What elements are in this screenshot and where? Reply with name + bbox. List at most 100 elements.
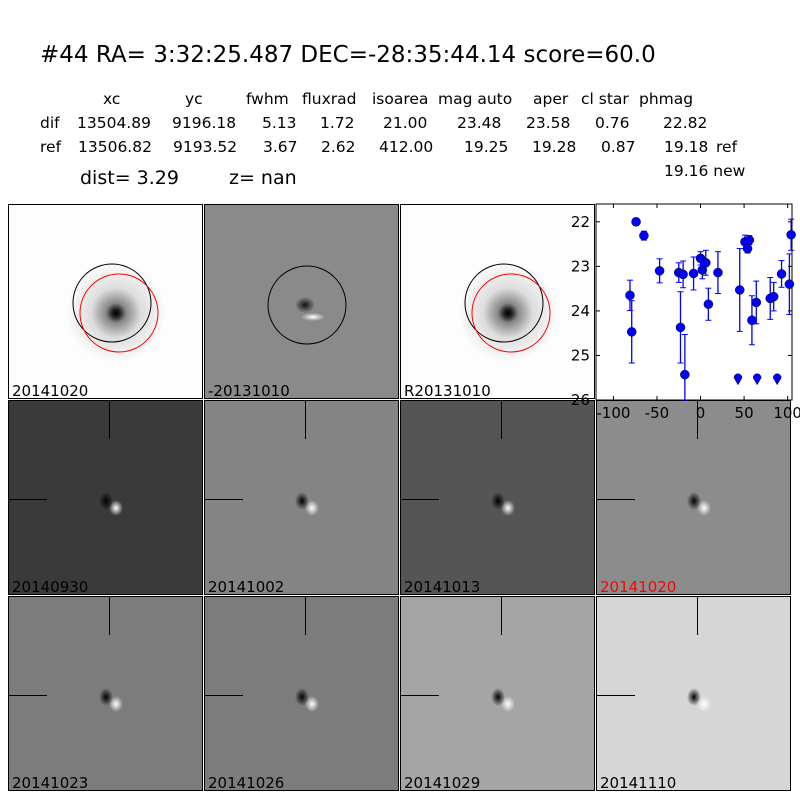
data-point bbox=[688, 268, 699, 279]
crosshair-tick bbox=[109, 597, 110, 635]
diff-image bbox=[205, 401, 398, 594]
col-yc: yc bbox=[185, 90, 203, 108]
stamp-date-label: 20141023 bbox=[12, 774, 89, 791]
stamp-date-label: 20141026 bbox=[208, 774, 285, 791]
crosshair-tick bbox=[305, 401, 306, 439]
stamp-5: 20141013 bbox=[400, 400, 595, 595]
x-tick-label: 50 bbox=[735, 404, 754, 422]
diff-image bbox=[597, 597, 790, 790]
data-point bbox=[786, 229, 796, 240]
cell: 19.28 bbox=[532, 138, 577, 156]
data-point bbox=[678, 269, 688, 280]
x-tick-label: 0 bbox=[696, 404, 706, 422]
crosshair-tick bbox=[597, 695, 635, 696]
crosshair-tick bbox=[305, 597, 306, 635]
star-image bbox=[9, 205, 202, 398]
diff-image bbox=[205, 597, 398, 790]
stamp-date-label: 20140930 bbox=[12, 578, 89, 595]
data-point bbox=[680, 369, 690, 380]
cell: 9196.18 bbox=[172, 114, 237, 132]
col-phmag: phmag bbox=[639, 90, 694, 108]
stamp-9: 20141029 bbox=[400, 596, 595, 791]
light-curve-plot: -100 -50 0 50 100 22 23 24 25 26 bbox=[571, 203, 800, 422]
crosshair-tick bbox=[697, 597, 698, 635]
stamp-10: 20141110 bbox=[596, 596, 791, 791]
upper-limit-marker bbox=[752, 373, 762, 386]
upper-limit-marker bbox=[772, 373, 782, 386]
stamp-4: 20141002 bbox=[204, 400, 399, 595]
col-aper: aper bbox=[533, 90, 569, 108]
star-image bbox=[401, 205, 594, 398]
diff-image bbox=[401, 401, 594, 594]
data-point bbox=[626, 327, 637, 337]
stamp-date-label: -20131010 bbox=[208, 382, 290, 399]
data-point bbox=[631, 217, 641, 227]
crosshair-tick bbox=[501, 401, 502, 439]
x-tick-label: 100 bbox=[773, 404, 800, 422]
diff-image bbox=[205, 205, 398, 398]
crosshair-tick bbox=[697, 401, 698, 439]
col-xc: xc bbox=[103, 90, 121, 108]
data-point bbox=[751, 297, 762, 308]
crosshair-tick bbox=[9, 695, 47, 696]
y-tick-label: 25 bbox=[571, 346, 590, 364]
cell: 0.87 bbox=[601, 138, 636, 156]
diff-image bbox=[401, 597, 594, 790]
data-point bbox=[713, 267, 723, 278]
stamp-date-label: 20141110 bbox=[600, 774, 677, 791]
cell: 2.62 bbox=[321, 138, 356, 156]
stamp-7: 20141023 bbox=[8, 596, 203, 791]
stamp-0: 20141020 bbox=[8, 204, 203, 399]
y-tick-label: 22 bbox=[571, 213, 590, 231]
data-point bbox=[703, 299, 714, 309]
stamp-3: 20140930 bbox=[8, 400, 203, 595]
x-tick-label: -100 bbox=[596, 404, 630, 422]
col-fwhm: fwhm bbox=[246, 90, 289, 108]
stamp-date-label: 20141013 bbox=[404, 578, 481, 595]
cell: 21.00 bbox=[383, 114, 428, 132]
data-point bbox=[639, 230, 649, 241]
diff-image bbox=[9, 597, 202, 790]
diff-image bbox=[9, 401, 202, 594]
aperture-circles bbox=[464, 263, 551, 353]
z-value: z= nan bbox=[229, 167, 297, 189]
crosshair-tick bbox=[401, 499, 439, 500]
stamp-6: 20141020 bbox=[596, 400, 791, 595]
aperture-circles bbox=[72, 263, 159, 353]
data-point bbox=[742, 243, 753, 254]
row-label: ref bbox=[40, 138, 62, 156]
cell: 23.58 bbox=[526, 114, 571, 132]
cell: 19.18 bbox=[664, 138, 709, 156]
new-phmag: 19.16 new bbox=[664, 162, 746, 180]
y-tick-label: 24 bbox=[571, 302, 590, 320]
cell: 19.25 bbox=[464, 138, 509, 156]
stamp-date-label: 20141020 bbox=[12, 382, 89, 399]
crosshair-tick bbox=[501, 597, 502, 635]
cell: 9193.52 bbox=[173, 138, 238, 156]
data-point bbox=[654, 266, 665, 276]
data-point bbox=[784, 279, 795, 289]
data-point bbox=[776, 269, 787, 279]
stamp-date-label: R20131010 bbox=[404, 382, 491, 399]
crosshair-tick bbox=[597, 499, 635, 500]
crosshair-tick bbox=[205, 499, 243, 500]
data-point bbox=[744, 235, 755, 245]
stamp-2: R20131010 bbox=[400, 204, 595, 399]
cell: ref bbox=[716, 138, 738, 156]
cell: 1.72 bbox=[320, 114, 355, 132]
stamp-1: -20131010 bbox=[204, 204, 399, 399]
y-tick-label: 23 bbox=[571, 257, 590, 275]
crosshair-tick bbox=[109, 401, 110, 439]
cell: 0.76 bbox=[595, 114, 630, 132]
stamp-8: 20141026 bbox=[204, 596, 399, 791]
stamp-date-label: 20141002 bbox=[208, 578, 285, 595]
stamp-date-label: 20141020 bbox=[600, 578, 677, 595]
crosshair-tick bbox=[9, 499, 47, 500]
plot-frame bbox=[595, 203, 793, 401]
row-label: dif bbox=[40, 114, 60, 132]
cell: 23.48 bbox=[457, 114, 502, 132]
x-tick-label: -50 bbox=[645, 404, 670, 422]
y-tick-label: 26 bbox=[571, 391, 590, 409]
col-mag-auto: mag auto bbox=[438, 90, 513, 108]
cell: 412.00 bbox=[379, 138, 434, 156]
